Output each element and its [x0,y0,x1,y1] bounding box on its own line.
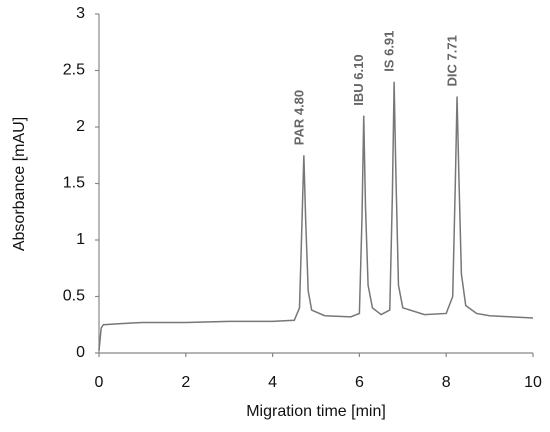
y-tick-label: 0 [76,344,85,361]
x-tick-label: 10 [524,374,542,391]
y-tick-label: 2 [76,118,85,135]
y-tick-label: 3 [76,5,85,22]
peak-annotation: DIC 7.71 [444,35,459,86]
peak-annotation: IS 6.91 [382,31,397,72]
x-tick-label: 2 [181,374,190,391]
y-axis-title: Absorbance [mAU] [11,117,28,251]
peak-annotation: PAR 4.80 [291,90,306,145]
y-tick-label: 0.5 [63,288,85,305]
y-tick-label: 1 [76,231,85,248]
x-tick-label: 0 [95,374,104,391]
line [98,81,534,351]
peak-annotation: IBU 6.10 [351,54,366,105]
x-tick-label: 6 [355,374,364,391]
y-tick-label: 1.5 [63,175,85,192]
y-tick-label: 2.5 [63,62,85,79]
x-tick-label: 8 [442,374,451,391]
x-axis-title: Migration time [min] [246,403,386,420]
x-tick-label: 4 [268,374,277,391]
